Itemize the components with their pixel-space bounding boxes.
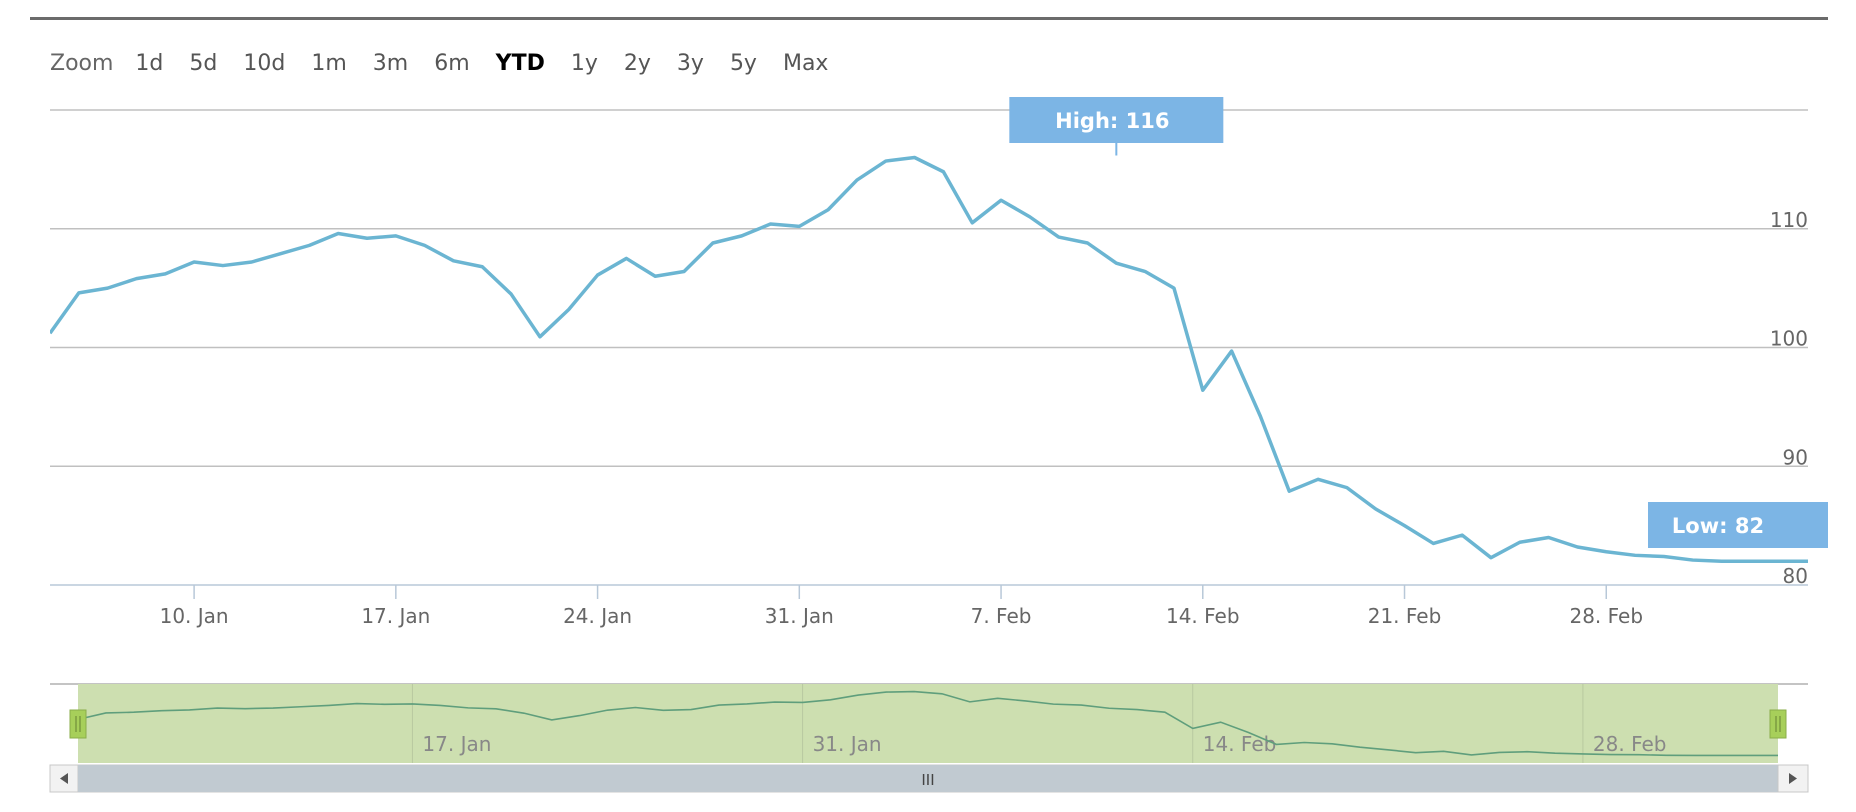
zoom-button-5y[interactable]: 5y xyxy=(729,50,757,76)
zoom-button-3y[interactable]: 3y xyxy=(676,50,704,76)
zoom-button-10d[interactable]: 10d xyxy=(243,50,286,76)
x-tick-label: 24. Jan xyxy=(563,604,632,628)
zoom-button-6m[interactable]: 6m xyxy=(434,50,470,76)
zoom-button-1m[interactable]: 1m xyxy=(311,50,347,76)
x-tick-label: 28. Feb xyxy=(1569,604,1643,628)
x-tick-label: 31. Jan xyxy=(765,604,834,628)
zoom-button-2y[interactable]: 2y xyxy=(623,50,651,76)
scrollbar-left-button[interactable] xyxy=(49,764,79,793)
scrollbar: III xyxy=(49,764,1809,793)
x-tick-label: 17. Jan xyxy=(361,604,430,628)
zoom-button-max[interactable]: Max xyxy=(782,50,829,76)
zoom-buttons: 1d 5d 10d 1m 3m 6m YTD 1y 2y 3y 5y Max xyxy=(131,51,832,76)
x-axis: 10. Jan 17. Jan 24. Jan 31. Jan 7. Feb 14. Fe… xyxy=(160,585,1643,628)
x-tick-label: 14. Feb xyxy=(1166,604,1240,628)
scrollbar-right-button[interactable] xyxy=(1777,764,1809,793)
y-tick-label-80: 80 xyxy=(1783,564,1808,588)
y-tick-label-90: 90 xyxy=(1783,445,1808,469)
grid-lines xyxy=(50,109,1808,586)
navigator-tick-label: 28. Feb xyxy=(1593,732,1667,756)
zoom-button-3m[interactable]: 3m xyxy=(372,50,409,76)
navigator-tick-label: 31. Jan xyxy=(813,732,882,756)
scrollbar-thumb[interactable] xyxy=(78,765,1778,792)
scrollbar-grip: III xyxy=(921,771,934,789)
zoom-button-1d[interactable]: 1d xyxy=(135,50,164,76)
high-flag-label: High: 116 xyxy=(1055,109,1169,133)
y-tick-label-110: 110 xyxy=(1770,208,1808,232)
y-tick-label-100: 100 xyxy=(1770,327,1808,351)
navigator-tick-label: 17. Jan xyxy=(422,732,491,756)
navigator-series-line xyxy=(77,690,1778,757)
flags: High: 116 Low: 82 xyxy=(1009,97,1828,548)
navigator-handle-left[interactable] xyxy=(69,709,87,739)
x-tick-label: 7. Feb xyxy=(971,604,1032,628)
y-axis-labels: 80 90 100 110 xyxy=(1770,208,1808,588)
navigator-tick-label: 14. Feb xyxy=(1203,732,1277,756)
high-flag-box xyxy=(1009,97,1224,143)
zoom-button-5d[interactable]: 5d xyxy=(189,50,218,76)
zoom-button-1y[interactable]: 1y xyxy=(570,50,598,76)
x-tick-label: 10. Jan xyxy=(160,604,229,628)
top-border xyxy=(30,17,1828,20)
x-tick-label: 21. Feb xyxy=(1368,604,1442,628)
zoom-label: Zoom xyxy=(50,50,114,76)
low-flag-label: Low: 82 xyxy=(1672,514,1764,538)
range-selector: Zoom 1d 5d 10d 1m 3m 6m YTD 1y 2y 3y 5y Max xyxy=(50,48,832,78)
navigator-handle-right[interactable] xyxy=(1769,709,1787,739)
navigator: 17. Jan 31. Jan 14. Feb 28. Feb xyxy=(50,683,1808,763)
series-line xyxy=(50,155,1808,563)
navigator-selected-range[interactable] xyxy=(78,684,1778,763)
zoom-button-ytd[interactable]: YTD xyxy=(495,50,545,76)
low-flag-box xyxy=(1648,502,1828,548)
series xyxy=(50,155,1808,563)
